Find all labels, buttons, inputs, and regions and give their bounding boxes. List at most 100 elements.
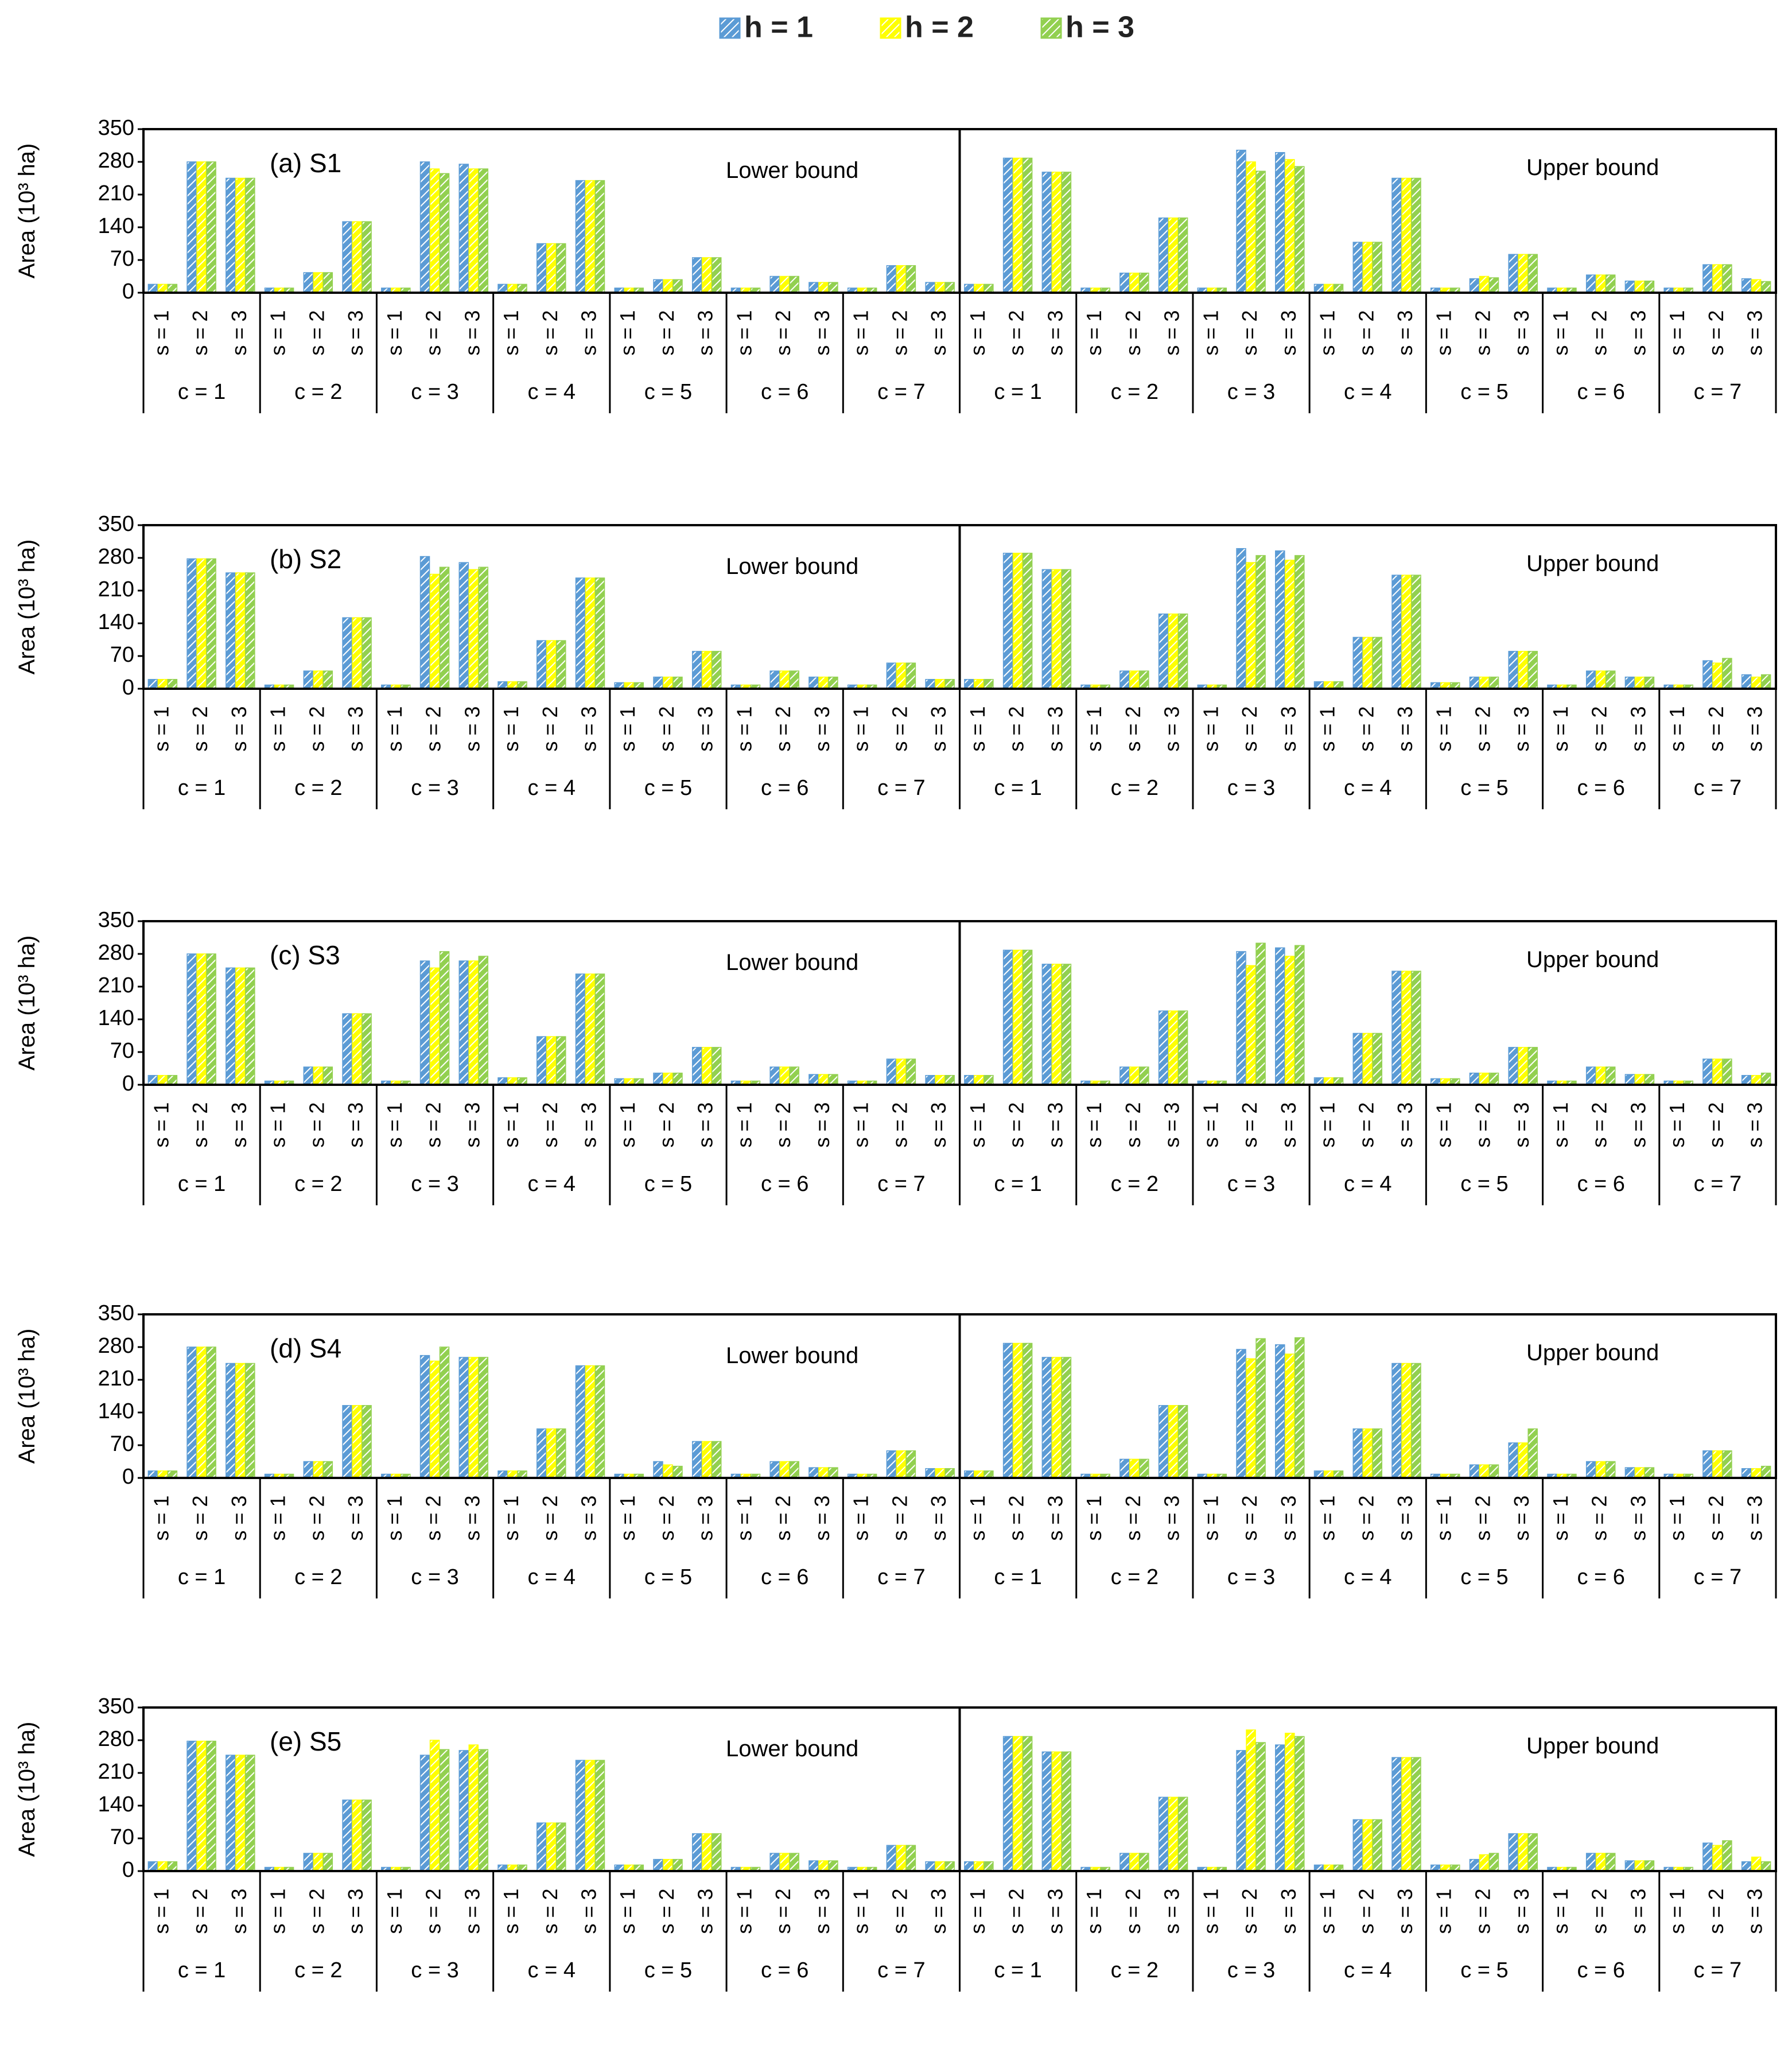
bar-h1-group29 [1236,951,1246,1085]
y-tick-label: 70 [110,1432,134,1456]
bar-h2-group29 [1246,1358,1256,1478]
c-label: c = 7 [877,1958,925,1982]
bar-h3-group41 [1722,1450,1732,1478]
s-label: s = 2 [1121,310,1145,355]
bar-h3-group36 [1527,1047,1538,1085]
bar-h1-group5 [303,1461,314,1478]
bar-h1-group36 [1508,1442,1518,1478]
bar-h2-group32 [1362,1428,1373,1478]
bar-h1-group29 [1236,1349,1246,1478]
s-label: s = 1 [1432,706,1456,751]
s-label: s = 3 [1277,310,1300,355]
c-label: c = 4 [1344,1565,1391,1589]
s-label: s = 3 [810,706,834,751]
bar-h3-group24 [1061,1751,1072,1872]
bar-h2-group21 [935,282,945,293]
bar-h3-group5 [322,670,333,689]
bar-h2-group23 [1012,949,1023,1085]
s-label: s = 3 [1160,1495,1184,1540]
s-label: s = 1 [499,1495,523,1540]
bar-h2-group36 [1518,1047,1528,1085]
bar-h1-group32 [1352,637,1363,689]
bar-h1-group21 [925,1468,935,1478]
bar-h2-group9 [468,1357,479,1478]
bar-h2-group5 [313,1066,324,1085]
s-label: s = 1 [1665,1888,1689,1934]
y-tick-label: 0 [122,1858,134,1882]
bar-h3-group27 [1177,217,1188,293]
bar-h1-group42 [1741,1861,1752,1872]
s-label: s = 2 [305,706,328,751]
bar-h3-group11 [556,640,566,689]
bar-h3-group8 [439,1749,450,1872]
bar-h2-group36 [1518,254,1528,293]
bar-h1-group29 [1236,548,1246,689]
bar-h2-group33 [1401,575,1412,689]
bar-h3-group2 [206,161,216,293]
bar-h1-group9 [458,1750,469,1872]
s-label: s = 2 [1005,706,1028,751]
bar-h1-group27 [1158,217,1169,293]
c-label: c = 3 [411,380,458,404]
bar-h1-group30 [1275,1744,1285,1872]
s-label: s = 3 [227,310,251,355]
bar-h2-group1 [157,678,168,689]
s-label: s = 1 [966,1102,989,1147]
s-label: s = 2 [1238,1495,1261,1540]
s-label: s = 1 [266,310,290,355]
bar-h3-group17 [789,1066,799,1085]
legend-label-h2: h = 2 [905,11,974,44]
c-label: c = 3 [1227,1172,1275,1196]
s-label: s = 1 [1665,1102,1689,1147]
c-label: c = 5 [644,1565,692,1589]
s-label: s = 1 [1316,1495,1339,1540]
bar-h2-group23 [1012,1736,1023,1872]
bar-h2-group1 [157,1074,168,1085]
bar-h2-group30 [1285,560,1295,689]
bar-h1-group2 [186,558,197,689]
c-label: c = 6 [761,380,808,404]
s-label: s = 3 [1277,1888,1300,1934]
bar-h1-group6 [342,1799,352,1872]
bar-h1-group8 [419,556,430,689]
upper-bound-label: Upper bound [1526,551,1659,576]
bar-h1-group14 [653,1072,663,1085]
bar-h3-group21 [944,1468,955,1478]
s-label: s = 3 [460,1888,484,1934]
bar-h1-group9 [458,164,469,293]
c-label: c = 4 [1344,776,1391,800]
s-label: s = 3 [927,706,950,751]
y-tick-label: 140 [98,214,134,238]
s-label: s = 3 [1743,706,1767,751]
bar-h2-group18 [818,1467,829,1478]
bar-h2-group29 [1246,562,1256,689]
bar-h3-group36 [1527,651,1538,689]
bar-h3-group33 [1411,575,1421,689]
bar-h1-group14 [653,279,663,293]
y-tick-label: 280 [98,545,134,569]
s-label: s = 2 [1471,1495,1494,1540]
s-label: s = 2 [422,1102,445,1147]
y-tick-label: 210 [98,1367,134,1391]
s-label: s = 1 [266,1495,290,1540]
bar-h1-group2 [186,1740,197,1872]
bar-h1-group5 [303,1853,314,1872]
y-axis-label: Area (10³ ha) [14,1329,40,1464]
bar-h1-group12 [575,1760,586,1872]
bar-h3-group17 [789,1461,799,1478]
bar-h1-group26 [1119,670,1130,689]
s-label: s = 1 [1665,310,1689,355]
s-label: s = 3 [344,706,367,751]
bar-h1-group36 [1508,651,1518,689]
bar-h2-group8 [429,967,440,1085]
bar-h1-group14 [653,676,663,689]
c-label: c = 2 [294,1958,342,1982]
bar-h2-group38 [1595,1066,1606,1085]
s-label: s = 1 [1316,1102,1339,1147]
bar-h2-group18 [818,1860,829,1872]
s-label: s = 1 [1082,1495,1106,1540]
s-label: s = 2 [771,1888,795,1934]
c-label: c = 3 [1227,776,1275,800]
bar-h2-group35 [1479,1072,1490,1085]
s-label: s = 1 [1665,706,1689,751]
